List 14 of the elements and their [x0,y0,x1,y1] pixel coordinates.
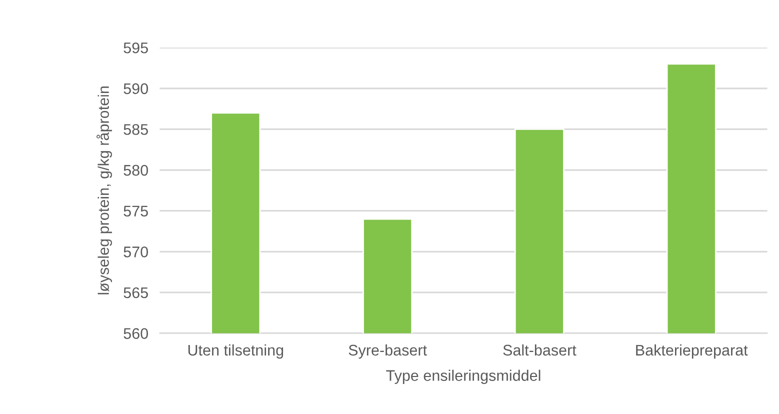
y-tick-label: 560 [124,328,148,339]
y-tick-label: 575 [124,206,148,217]
x-tick-label: Bakteriepreparat [636,344,748,359]
x-tick-label: Uten tilsetning [188,344,284,359]
y-tick-label: 580 [124,164,148,176]
y-tick-label: 570 [124,246,148,258]
x-axis-title: Type ensileringsmiddel [386,370,540,384]
y-tick-label: 595 [124,42,148,54]
x-tick-label: Salt-basert [503,344,576,356]
y-tick-label: 585 [124,124,148,135]
y-tick-label: 565 [124,287,148,298]
y-tick-label: 590 [124,83,148,94]
x-tick-label: Syre-basert [348,344,427,359]
y-axis-title: løyseleg protein, g/kg råprotein [96,86,112,294]
